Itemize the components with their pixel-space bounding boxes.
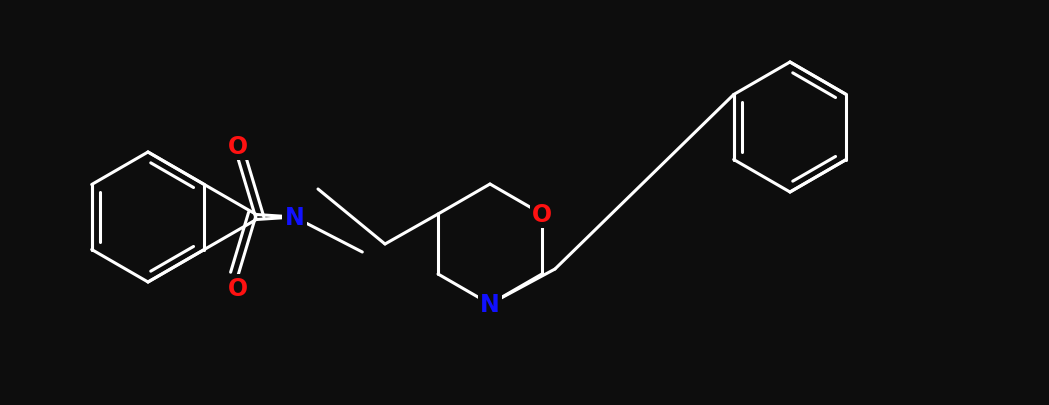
Text: O: O	[532, 202, 552, 226]
Text: O: O	[229, 277, 249, 301]
Text: O: O	[229, 134, 249, 158]
Text: N: N	[284, 205, 304, 230]
Text: N: N	[480, 292, 500, 316]
